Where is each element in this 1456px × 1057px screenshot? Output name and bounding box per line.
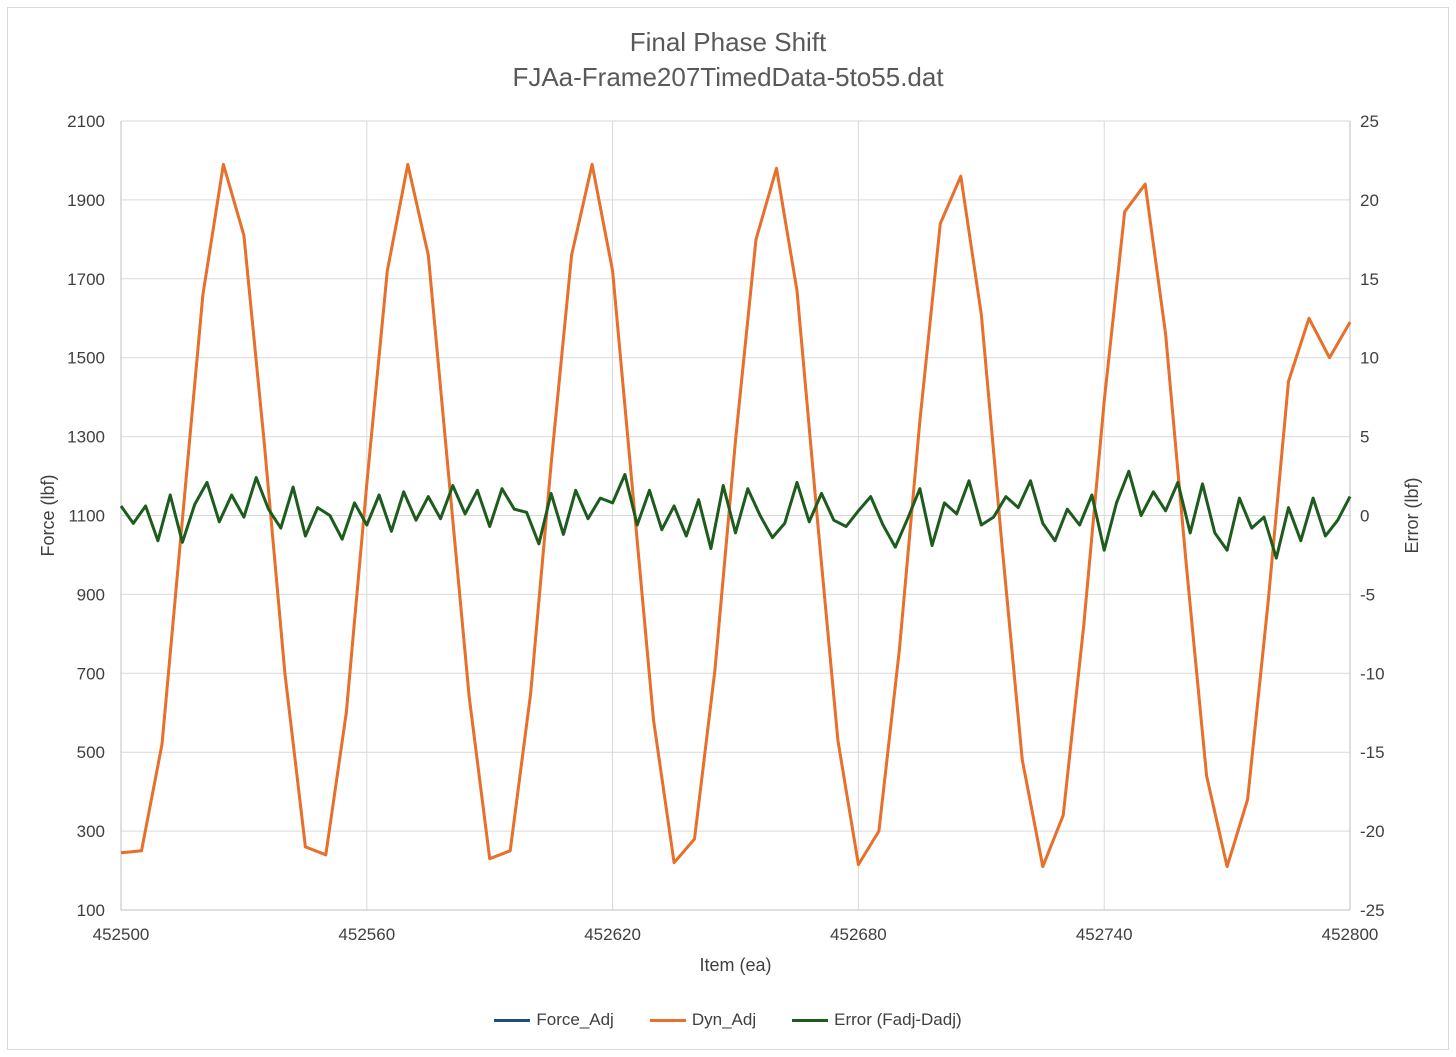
y-tick-label: 900 [77,585,105,604]
legend-label: Force_Adj [536,1010,614,1029]
y-tick-label: 1700 [67,270,105,289]
y2-tick-label: 15 [1360,270,1379,289]
legend-item: Force_Adj [494,1010,614,1030]
y-tick-label: 1100 [68,507,105,526]
legend-item: Error (Fadj-Dadj) [792,1010,962,1030]
y2-tick-label: -10 [1360,664,1385,683]
y2-axis-title: Error (lbf) [1402,478,1422,554]
y-tick-label: 500 [77,743,105,762]
y2-tick-label: 10 [1360,349,1379,368]
x-tick-label: 452620 [584,925,641,944]
y-axis-title: Force (lbf) [38,474,58,556]
legend-item: Dyn_Adj [649,1010,757,1030]
y-tick-label: 2100 [67,112,105,131]
x-tick-label: 452740 [1076,925,1133,944]
x-tick-label: 452800 [1322,925,1379,944]
legend-swatch [649,1018,686,1022]
legend-swatch [494,1018,531,1022]
x-axis-title: Item (ea) [699,955,771,975]
y-tick-label: 1900 [67,191,105,210]
series-line-dyn-adj [120,162,1352,869]
y-tick-label: 1300 [67,428,105,447]
series-line-error-fadj-dadj [119,469,1352,560]
y2-tick-label: 20 [1360,191,1379,210]
y2-tick-label: -20 [1360,822,1385,841]
y2-tick-label: 25 [1360,112,1379,131]
y2-tick-label: -5 [1360,585,1375,604]
legend-label: Dyn_Adj [691,1010,757,1029]
y2-tick-label: 0 [1360,507,1369,526]
y-tick-label: 300 [77,822,105,841]
x-tick-label: 452680 [830,925,887,944]
y2-tick-label: -15 [1360,743,1385,762]
chart-title: Final Phase Shift [629,27,827,57]
y-tick-label: 1500 [67,349,105,368]
x-tick-label: 452500 [93,925,150,944]
y2-tick-label: 5 [1360,428,1369,447]
y-tick-label: 100 [77,901,105,920]
legend-label: Error (Fadj-Dadj) [834,1010,962,1029]
chart-plot: 2100190017001500130011009007005003001002… [38,112,1422,975]
chart-subtitle: FJAa-Frame207TimedData-5to55.dat [512,62,944,92]
legend-swatch [792,1018,829,1022]
y2-tick-label: -25 [1360,901,1385,920]
chart-legend: Force_Adj Dyn_Adj Error (Fadj-Dadj) [0,1010,1456,1030]
x-tick-label: 452560 [338,925,395,944]
y-tick-label: 700 [77,664,105,683]
